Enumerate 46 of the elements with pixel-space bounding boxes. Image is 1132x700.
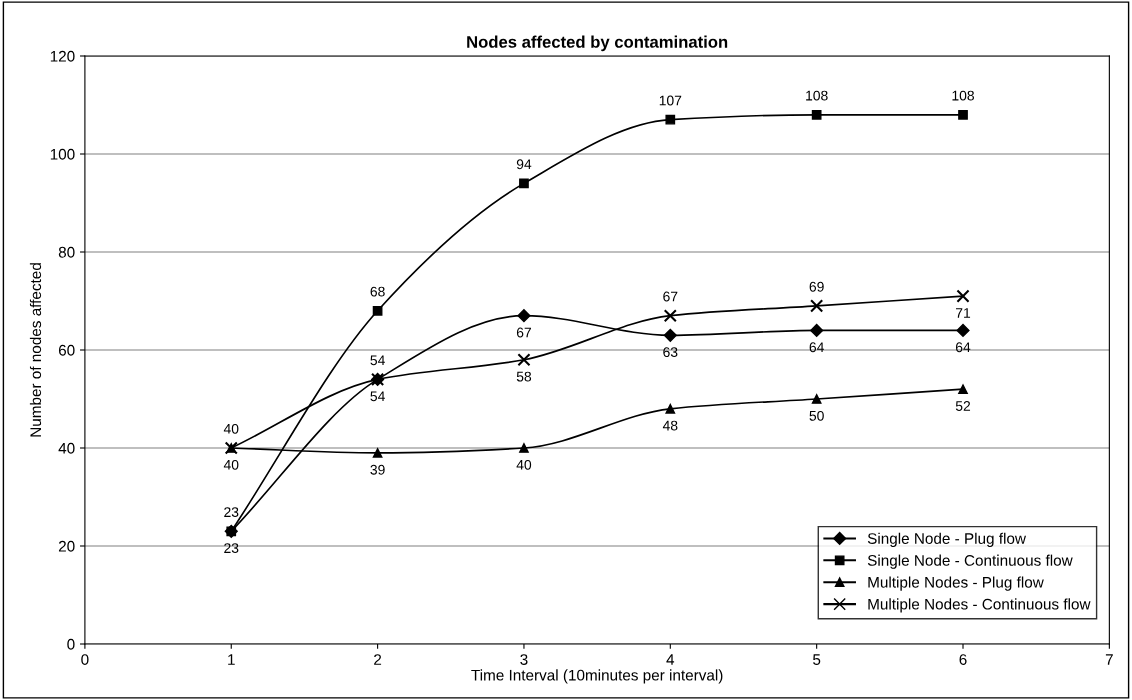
data-label: 40	[223, 423, 239, 434]
y-tick-label: 60	[58, 344, 75, 356]
data-label: 67	[663, 291, 678, 302]
data-label: 40	[516, 459, 532, 470]
data-label: 54	[370, 391, 385, 402]
data-label: 108	[806, 90, 828, 101]
x-tick-label: 7	[1105, 654, 1113, 665]
data-label: 67	[516, 327, 531, 338]
data-label: 50	[809, 410, 824, 421]
data-label: 52	[955, 401, 971, 411]
x-tick-label: 5	[813, 654, 821, 665]
data-label: 23	[224, 507, 239, 518]
y-axis-title: Number of nodes affected	[29, 263, 42, 437]
y-tick-label: 120	[50, 50, 75, 62]
data-label: 63	[663, 347, 678, 358]
data-label: 23	[224, 543, 239, 554]
data-label: 94	[516, 159, 532, 170]
data-label: 64	[809, 342, 824, 353]
legend-label: Single Node - Plug flow	[867, 532, 1027, 547]
x-axis-title: Time Interval (10minutes per interval)	[471, 669, 723, 684]
x-tick-label: 6	[959, 654, 967, 665]
x-tick-label: 4	[666, 654, 675, 665]
data-label: 54	[370, 355, 385, 366]
data-label: 108	[952, 90, 974, 101]
x-tick-label: 2	[374, 654, 382, 665]
legend-label: Multiple Nodes - Plug flow	[868, 576, 1044, 591]
data-label: 40	[223, 459, 239, 470]
legend-label: Single Node - Continuous flow	[867, 554, 1073, 569]
data-label: 68	[370, 286, 385, 297]
x-tick-label: 0	[81, 654, 89, 665]
data-label: 39	[370, 464, 385, 475]
y-tick-label: 0	[67, 638, 75, 650]
data-label: 48	[662, 420, 678, 431]
y-tick-label: 80	[58, 246, 75, 258]
y-tick-label: 40	[58, 442, 75, 454]
data-label: 58	[516, 371, 532, 382]
y-tick-label: 100	[50, 148, 75, 160]
x-tick-label: 1	[228, 654, 235, 665]
chart-title: Nodes affected by contamination	[467, 35, 728, 52]
data-label: 64	[955, 342, 971, 353]
x-tick-label: 3	[520, 654, 528, 665]
legend-label: Multiple Nodes - Continuous flow	[868, 598, 1091, 613]
data-label: 71	[956, 308, 971, 318]
data-label: 69	[809, 281, 824, 292]
data-label: 107	[659, 95, 682, 106]
y-tick-label: 20	[58, 540, 75, 552]
